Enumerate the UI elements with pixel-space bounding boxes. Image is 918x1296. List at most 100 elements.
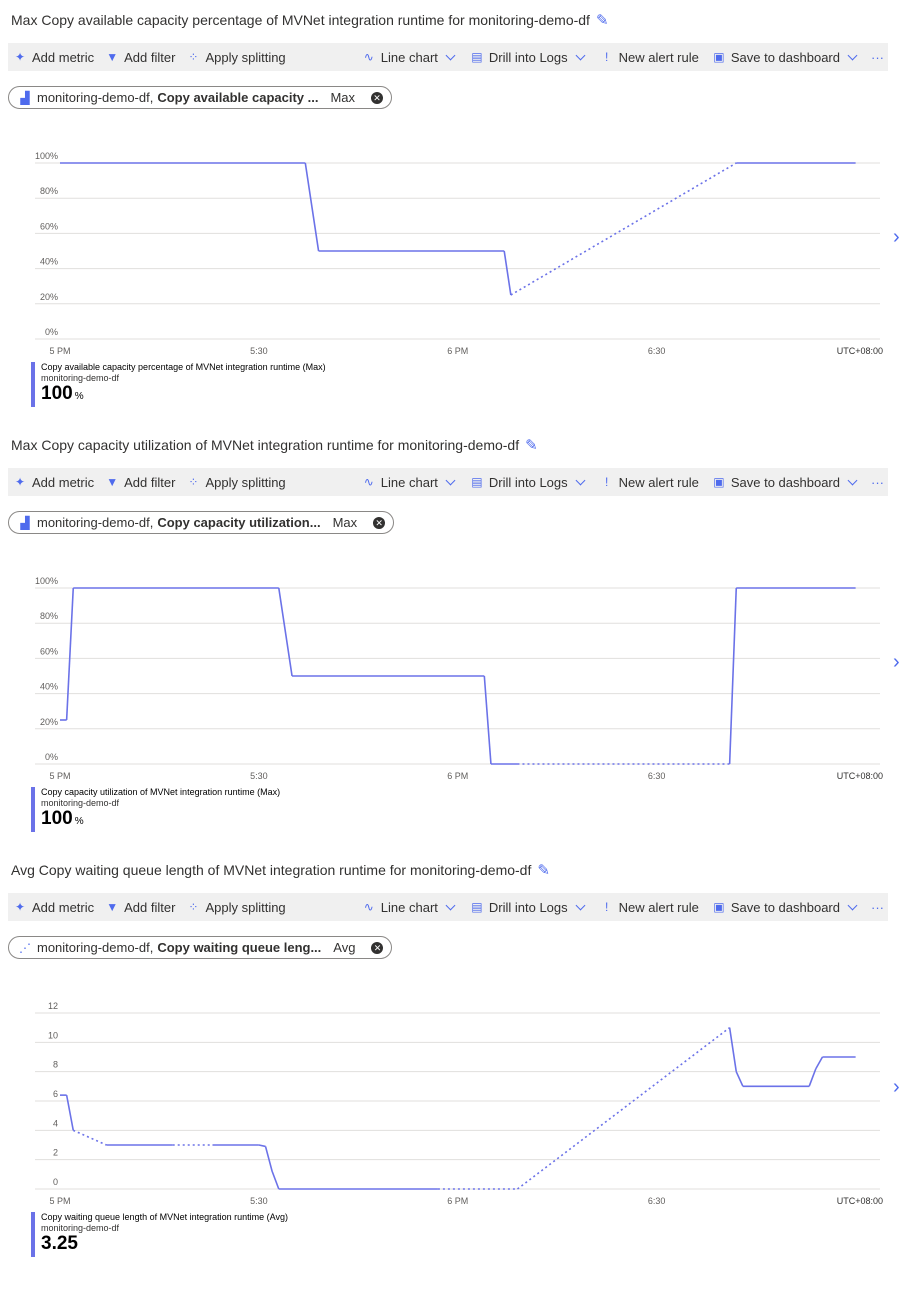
drill-into-logs-button[interactable]: ▤ Drill into Logs [469,468,587,496]
apply-splitting-icon: ⁘ [188,50,199,64]
new-alert-rule-icon: ! [604,475,609,489]
chart-title-text: Avg Copy waiting queue length of MVNet i… [11,862,532,878]
apply-splitting-button-label: Apply splitting [205,474,286,490]
y-tick-label: 10 [48,1030,58,1040]
chevron-right-icon[interactable]: › [893,226,900,248]
line-chart-button[interactable]: ∿ Line chart [361,43,457,71]
line-chart-button[interactable]: ∿ Line chart [361,468,457,496]
chip-metric: Copy available capacity ... [157,90,319,105]
line-chart-button[interactable]: ∿ Line chart [361,893,457,921]
pencil-icon[interactable]: ✎ [595,12,609,29]
chip-metric: Copy capacity utilization... [157,515,321,530]
line-metric-icon: ⋰ [19,940,31,955]
add-metric-button[interactable]: ✦ Add metric [12,43,94,71]
legend-value-number: 100 [41,808,73,829]
y-tick-label: 20% [40,717,58,727]
more-button[interactable]: ··· [871,43,884,71]
more-button[interactable]: ··· [871,893,884,921]
more-button[interactable]: ··· [871,468,884,496]
close-icon[interactable]: ✕ [373,516,386,529]
line-chart-button-label: Line chart [380,49,438,65]
y-tick-label: 4 [53,1118,58,1128]
add-metric-icon: ✦ [14,900,26,914]
series-segment [503,250,512,296]
chevron-right-icon[interactable]: › [893,651,900,673]
line-chart-icon: ∿ [363,50,374,64]
legend-value: 100% [41,808,280,833]
add-filter-button[interactable]: ▼ Add filter [104,468,175,496]
save-to-dashboard-button[interactable]: ▣ Save to dashboard [711,468,859,496]
chart-title-text: Max Copy capacity utilization of MVNet i… [11,437,520,453]
series-segment [277,587,293,677]
add-metric-icon: ✦ [14,475,26,489]
metric-chip[interactable]: ▟ monitoring-demo-df, Copy available capac… [8,86,393,109]
drill-into-logs-button-label: Drill into Logs [488,899,568,915]
series-segment [258,1144,266,1148]
x-tick-label: 5 PM [49,346,70,356]
metric-panel: Max Copy available capacity percentage o… [0,0,918,425]
x-tick-label: 5:30 [250,346,268,356]
timezone-label: UTC+08:00 [837,1196,883,1206]
chip-resource: monitoring-demo-df, [37,515,154,530]
y-tick-label: 20% [40,292,58,302]
drill-into-logs-icon: ▤ [471,50,483,64]
new-alert-rule-button[interactable]: ! New alert rule [599,468,699,496]
toolbar-right-group: ∿ Line chart ▤ Drill into Logs ! New alert ru… [361,468,884,496]
chip-aggregation: Max [330,90,356,105]
new-alert-rule-button[interactable]: ! New alert rule [599,43,699,71]
drill-into-logs-icon: ▤ [471,475,483,489]
save-to-dashboard-icon: ▣ [713,900,725,914]
drill-into-logs-button-label: Drill into Logs [488,474,568,490]
add-metric-button[interactable]: ✦ Add metric [12,893,94,921]
x-tick-label: 5:30 [250,1196,268,1206]
pencil-icon[interactable]: ✎ [537,862,550,879]
series-segment [264,1146,273,1172]
apply-splitting-button-label: Apply splitting [205,49,286,65]
chevron-down-icon [445,50,456,60]
pencil-icon[interactable]: ✎ [525,437,538,454]
toolbar-left-group: ✦ Add metric ▼ Add filter ⁘ Apply splitting [12,43,286,71]
new-alert-rule-button[interactable]: ! New alert rule [599,893,699,921]
new-alert-rule-button-label: New alert rule [618,899,699,915]
save-to-dashboard-button[interactable]: ▣ Save to dashboard [711,43,859,71]
close-icon[interactable]: ✕ [371,91,384,104]
series-segment [72,1129,107,1146]
y-tick-label: 12 [48,1001,58,1011]
add-metric-button[interactable]: ✦ Add metric [12,468,94,496]
series-segment [815,1056,824,1070]
apply-splitting-button[interactable]: ⁘ Apply splitting [185,893,285,921]
x-tick-label: 6:30 [648,1196,666,1206]
x-tick-label: 6 PM [447,1196,468,1206]
add-filter-icon: ▼ [106,50,119,64]
chart-title-text: Max Copy available capacity percentage o… [11,12,590,28]
chart-toolbar: ✦ Add metric ▼ Add filter ⁘ Apply splitting ∿ L… [8,43,888,71]
drill-into-logs-button[interactable]: ▤ Drill into Logs [469,893,587,921]
series-segment [735,1071,744,1087]
legend-unit: % [74,816,84,827]
close-icon[interactable]: ✕ [371,941,384,954]
series-segment [65,587,75,721]
add-filter-button-label: Add filter [124,474,176,490]
legend-value: 3.25 [41,1233,288,1258]
new-alert-rule-button-label: New alert rule [618,49,699,65]
drill-into-logs-button[interactable]: ▤ Drill into Logs [469,43,587,71]
apply-splitting-button[interactable]: ⁘ Apply splitting [185,468,285,496]
y-tick-label: 60% [40,221,58,231]
x-tick-label: 5:30 [250,771,268,781]
chevron-right-icon[interactable]: › [893,1076,900,1098]
metric-chip[interactable]: ▟ monitoring-demo-df, Copy capacity utiliz… [8,511,395,534]
line-chart: 0% 20% 40% 60% 80% 100% 5 PM 5:30 6 PM 6:30 UTC+08… [35,151,883,356]
add-filter-button[interactable]: ▼ Add filter [104,893,175,921]
chart-title: Avg Copy waiting queue length of MVNet i… [11,861,550,879]
add-metric-icon: ✦ [14,50,26,64]
metric-chip[interactable]: ⋰ monitoring-demo-df, Copy waiting queue l… [8,936,393,959]
save-to-dashboard-button[interactable]: ▣ Save to dashboard [711,893,859,921]
chevron-down-icon [575,900,586,910]
line-chart: 0 2 4 6 8 10 12 5 PM 5:30 6 PM 6:30 UTC+08:00 [35,1001,883,1206]
add-filter-button[interactable]: ▼ Add filter [104,43,175,71]
legend-unit: % [74,391,84,402]
apply-splitting-button[interactable]: ⁘ Apply splitting [185,43,285,71]
more-button-label: ··· [871,49,884,65]
x-tick-label: 5 PM [49,1196,70,1206]
y-tick-label: 0% [45,752,58,762]
